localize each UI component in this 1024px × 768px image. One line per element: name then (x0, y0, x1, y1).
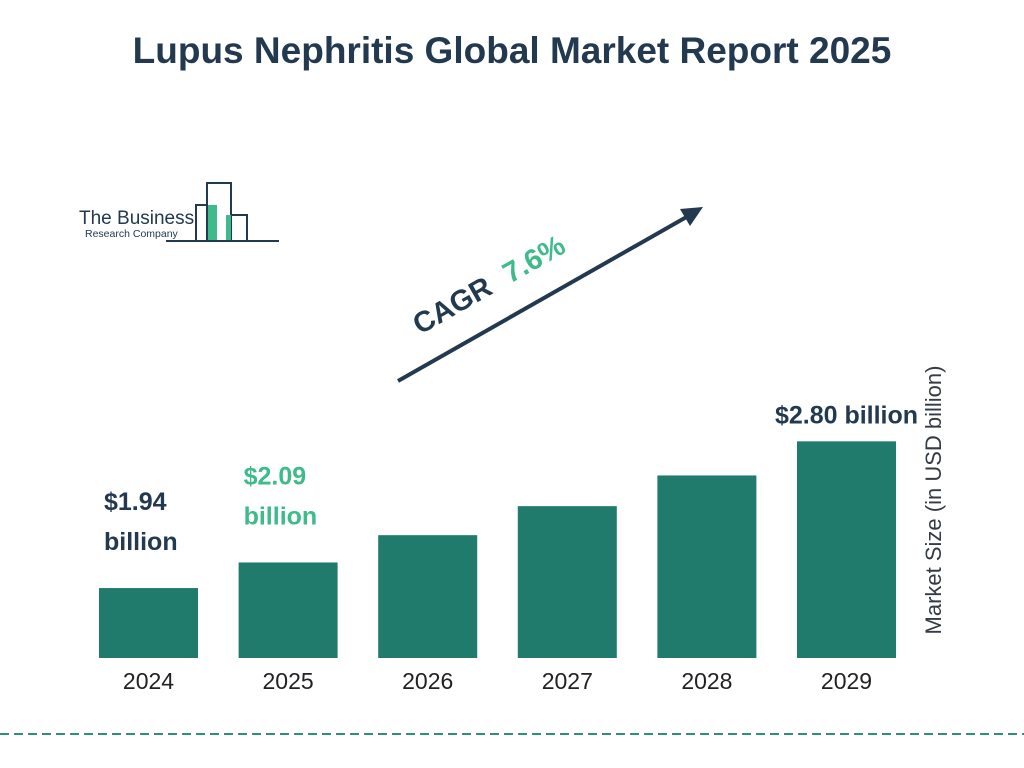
x-tick-label: 2029 (821, 668, 872, 694)
x-tick-label: 2024 (123, 668, 174, 694)
bar-2026 (378, 535, 478, 658)
cagr-value: 7.6% (498, 229, 571, 290)
logo-accent (226, 215, 231, 240)
x-tick-label: 2028 (681, 668, 732, 694)
value-label-2024: $1.94 (104, 488, 167, 516)
x-tick-label: 2026 (402, 668, 453, 694)
cagr-annotation: CAGR 7.6% (397, 207, 703, 383)
value-label-2025: $2.09 (244, 462, 307, 490)
value-label-2024: billion (104, 528, 178, 556)
building-icon (166, 182, 279, 242)
cagr-arrow-line (397, 213, 691, 383)
value-label-2025: billion (244, 502, 318, 530)
bar-2025 (238, 562, 338, 658)
value-labels-group: $1.94 billion $2.09 billion $2.80 billion (104, 401, 918, 556)
logo-accent (208, 205, 217, 240)
brand-name-line2: Research Company (85, 228, 179, 240)
x-tick-label: 2025 (263, 668, 314, 694)
y-axis-label: Market Size (in USD billion) (921, 366, 946, 635)
bar-2028 (657, 475, 757, 658)
x-tick-label: 2027 (542, 668, 593, 694)
bars-group (99, 441, 896, 658)
chart-title: Lupus Nephritis Global Market Report 202… (132, 30, 892, 71)
bar-2029 (797, 441, 896, 658)
brand-logo: The Business Research Company (79, 182, 279, 242)
tick-labels-group: 2024 2025 2026 2027 2028 2029 (123, 668, 872, 694)
svg-text:CAGR 7.6%: CAGR 7.6% (408, 229, 571, 341)
bar-2027 (517, 506, 617, 658)
value-label-2029: $2.80 billion (775, 401, 918, 429)
bar-2024 (99, 588, 198, 658)
cagr-arrow-head (680, 207, 703, 226)
brand-name-line1: The Business (79, 208, 194, 229)
